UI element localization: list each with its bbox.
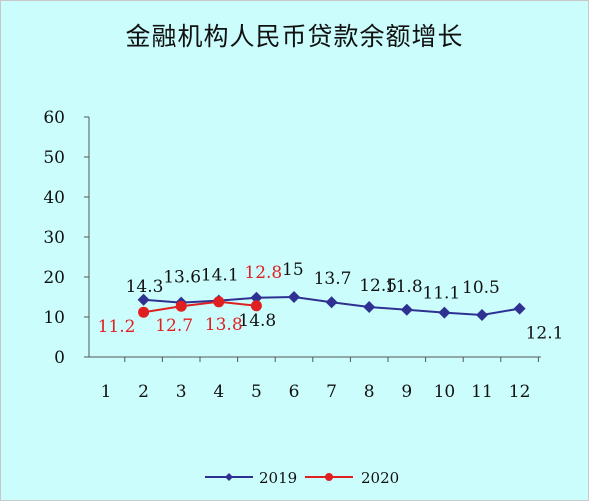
- data-point-2020: [175, 300, 187, 312]
- data-point-2019: [476, 309, 488, 321]
- data-point-2019: [513, 302, 526, 315]
- data-label-2020: 12.8: [244, 263, 282, 283]
- data-label-2019: 11.1: [422, 284, 460, 304]
- data-point-2020: [250, 300, 262, 312]
- y-tick-label: 20: [43, 268, 65, 288]
- data-label-2019: 10.5: [462, 278, 500, 298]
- x-tick-label: 9: [401, 382, 412, 402]
- x-tick-label: 10: [434, 382, 456, 402]
- data-point-2019: [363, 301, 376, 313]
- y-tick-label: 50: [43, 148, 65, 168]
- x-tick-label: 8: [364, 382, 375, 402]
- data-point-2019: [137, 293, 150, 306]
- data-label-2019: 13.7: [314, 269, 352, 289]
- data-point-2019: [438, 306, 451, 319]
- data-label-2019: 13.6: [163, 268, 201, 288]
- legend-label-2020: 2020: [361, 469, 399, 487]
- series-line-2020: [143, 300, 257, 314]
- data-point-2020: [213, 296, 225, 308]
- data-point-2019: [325, 296, 338, 309]
- x-tick-label: 1: [101, 382, 112, 402]
- data-point-2020: [138, 306, 150, 318]
- data-label-2020: 13.8: [205, 315, 243, 335]
- x-tick-label: 5: [251, 382, 262, 402]
- y-tick-label: 30: [43, 228, 65, 248]
- y-tick-label: 40: [43, 188, 65, 208]
- data-label-2019: 12.5: [359, 276, 397, 296]
- chart-title: 金融机构人民币贷款余额增长: [125, 22, 464, 51]
- data-label-2019: 12.1: [526, 324, 564, 344]
- y-tick-label: 60: [43, 108, 65, 128]
- data-point-2019: [400, 303, 413, 316]
- data-label-2019: 14.8: [238, 311, 276, 331]
- x-tick-label: 11: [471, 382, 493, 402]
- x-tick-label: 7: [326, 382, 337, 402]
- x-tick-label: 4: [213, 382, 224, 402]
- data-label-2020: 11.2: [98, 317, 136, 337]
- x-tick-label: 12: [509, 382, 531, 402]
- x-tick-label: 3: [176, 382, 187, 402]
- data-label-2019: 14.3: [126, 277, 164, 297]
- x-tick-label: 6: [289, 382, 300, 402]
- data-label-2019: 11.8: [385, 277, 423, 297]
- data-point-2019: [288, 291, 300, 303]
- legend-label-2019: 2019: [259, 469, 297, 487]
- y-tick-label: 0: [54, 348, 65, 368]
- data-label-2019: 15: [282, 260, 304, 280]
- data-label-2019: 14.1: [201, 266, 239, 286]
- y-tick-label: 10: [43, 308, 65, 328]
- x-tick-label: 2: [138, 382, 149, 402]
- data-label-2020: 12.7: [155, 316, 193, 336]
- data-point-2019: [250, 291, 263, 304]
- legend-marker-2019: [225, 473, 233, 481]
- legend-marker-2020: [325, 473, 333, 481]
